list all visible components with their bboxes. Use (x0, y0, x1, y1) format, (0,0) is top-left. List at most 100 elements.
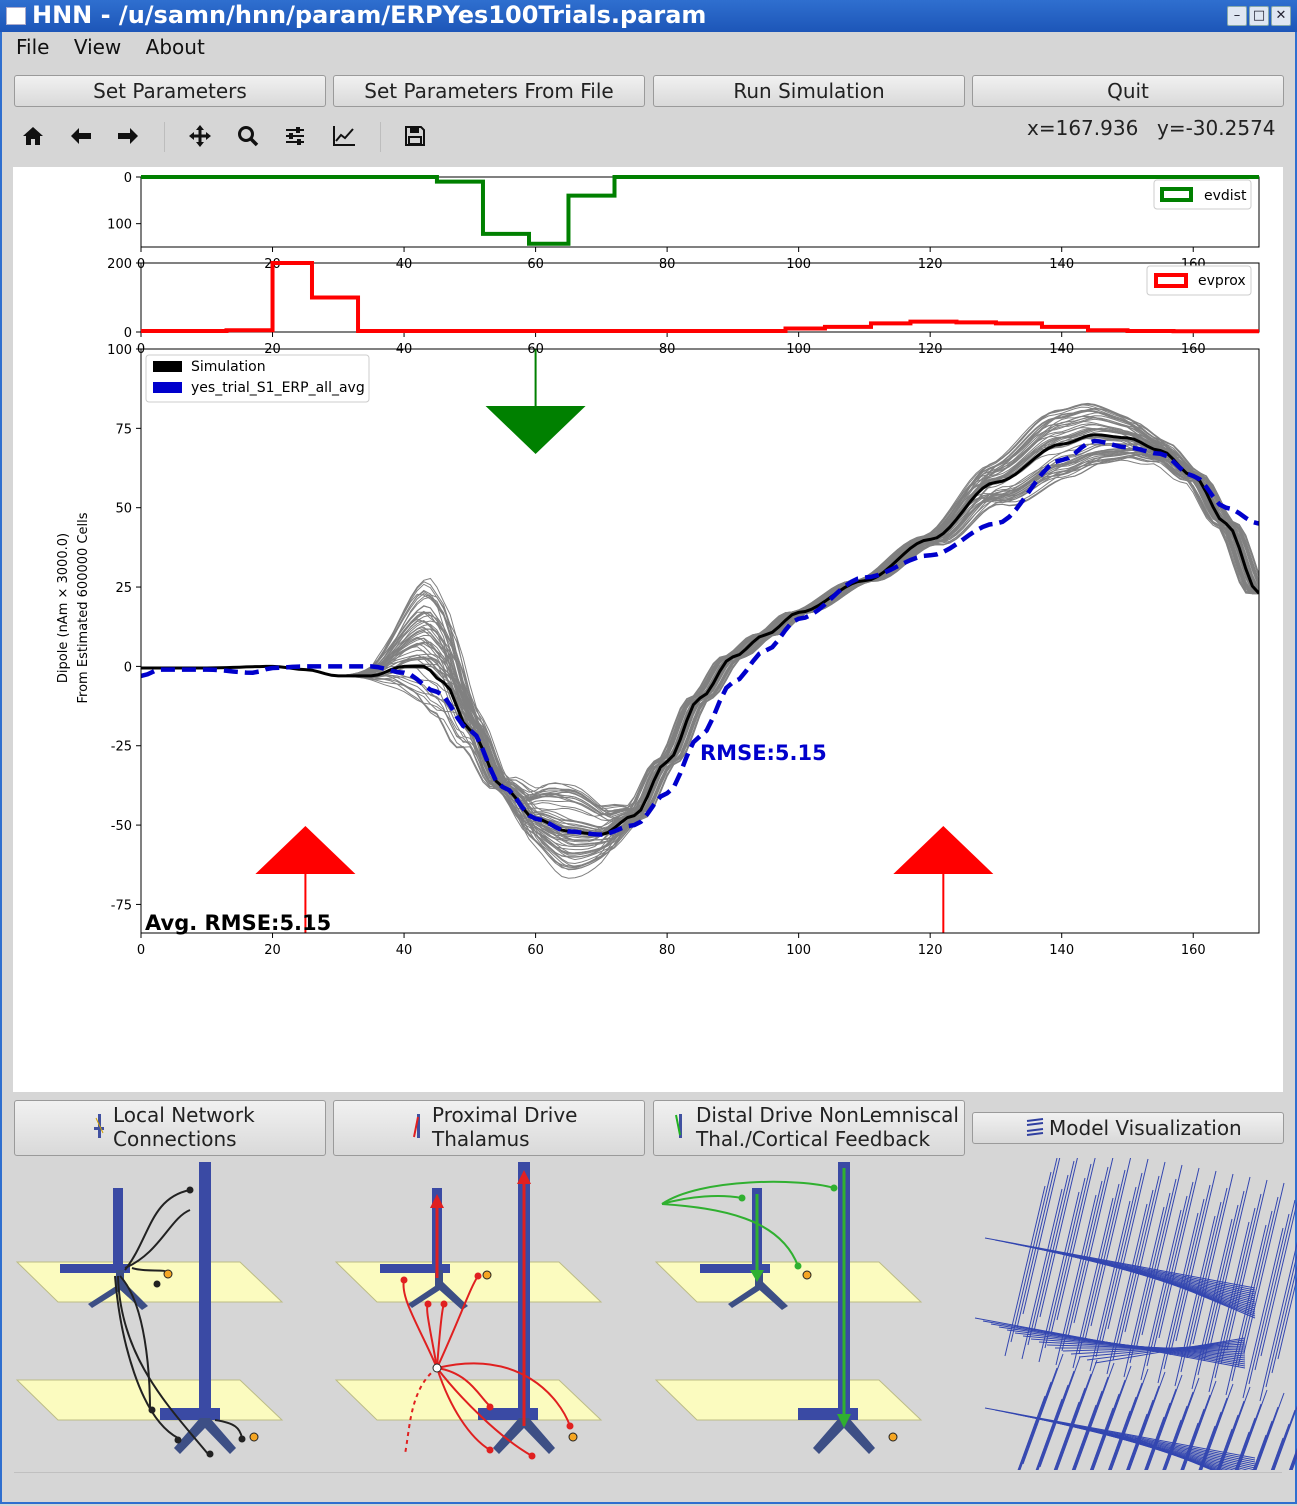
trial-trace (141, 459, 1259, 832)
set-parameters-from-file-button[interactable]: Set Parameters From File (333, 75, 645, 107)
x-tick-label: 100 (786, 257, 811, 272)
trial-trace (141, 430, 1259, 869)
model-dendrite (1089, 1407, 1114, 1470)
local-network-connections-button[interactable]: Local Network Connections (14, 1100, 326, 1156)
model-dendrite (1073, 1158, 1114, 1324)
proximal-drive-diagram (334, 1162, 603, 1460)
distal-drive-button[interactable]: Distal Drive NonLemniscal Thal./Cortical… (653, 1100, 965, 1156)
pan-icon[interactable] (182, 118, 218, 154)
trial-trace (141, 427, 1259, 842)
close-icon[interactable]: ✕ (1271, 6, 1291, 26)
model-basal-line (1078, 1341, 1246, 1358)
trial-trace (141, 444, 1259, 842)
dipole-plot-area (141, 349, 1259, 933)
evprox-histogram-axes: 0204060801001201401600200 (107, 257, 1260, 357)
trial-trace (141, 437, 1259, 858)
model-dendrite (1056, 1158, 1096, 1321)
model-dendrite (1237, 1196, 1279, 1368)
model-dendrite (1175, 1170, 1217, 1342)
x-tick-label: 0 (137, 943, 145, 958)
model-dendrite (1242, 1227, 1284, 1399)
simulation-series-line (141, 433, 1259, 837)
y-tick-label: 0 (124, 326, 132, 341)
model-dendrite (1271, 1264, 1297, 1374)
zoom-icon[interactable] (230, 118, 266, 154)
y-tick-label: 200 (107, 257, 132, 272)
window-title: HNN - /u/samn/hnn/param/ERPYes100Trials.… (32, 1, 707, 29)
svg-text:Simulation: Simulation (191, 359, 266, 375)
trial-trace (141, 449, 1259, 833)
trial-trace (141, 410, 1259, 868)
model-dendrite (1255, 1392, 1285, 1470)
back-icon[interactable] (63, 118, 99, 154)
evprox-series-line (141, 261, 1259, 334)
model-dendrite (1152, 1181, 1194, 1353)
model-dendrite (1162, 1419, 1182, 1470)
model-dendrite (1270, 1437, 1284, 1470)
model-dendrite (1033, 1160, 1075, 1332)
save-icon[interactable] (397, 118, 433, 154)
y-tick-label: 0 (124, 660, 132, 675)
model-dendrite (1035, 1398, 1063, 1470)
maximize-icon[interactable]: □ (1249, 6, 1269, 26)
model-dendrite (1163, 1198, 1205, 1370)
model-dendrite (1165, 1377, 1200, 1470)
home-icon[interactable] (15, 118, 51, 154)
model-dendrite (1214, 1207, 1256, 1379)
model-visualization-button[interactable]: Model Visualization (972, 1112, 1284, 1144)
model-dendrite (1071, 1404, 1097, 1470)
model-dendrite (1199, 1411, 1222, 1470)
plot-canvas[interactable]: 0 20 40 60 80 100 120 140 160 0 100 0 20 40 60 80 100 12… (13, 167, 1283, 1092)
x-tick-label: 60 (527, 257, 544, 272)
trial-trace (141, 451, 1259, 838)
trial-trace (141, 409, 1259, 848)
trial-trace (141, 406, 1259, 867)
set-parameters-button[interactable]: Set Parameters (14, 75, 326, 107)
model-dendrite (1118, 1175, 1160, 1347)
model-dendrite (1044, 1177, 1086, 1349)
trial-trace (141, 407, 1259, 865)
quit-button[interactable]: Quit (972, 75, 1284, 107)
svg-text:From Estimated 600000 Cells: From Estimated 600000 Cells (76, 512, 91, 703)
trial-trace (141, 415, 1259, 858)
app-icon (6, 7, 26, 25)
dipole-legend: Simulation yes_trial_S1_ERP_all_avg (145, 354, 370, 403)
model-dendrite (1243, 1182, 1285, 1354)
model-dendrite (1201, 1383, 1234, 1470)
model-basal-line (1062, 1345, 1246, 1352)
model-dendrite (1180, 1422, 1199, 1470)
model-dendrite (1090, 1393, 1120, 1470)
y-tick-label: 75 (115, 422, 132, 437)
forward-icon[interactable] (110, 118, 146, 154)
model-dendrite (1182, 1394, 1211, 1470)
model-dendrite (1108, 1410, 1131, 1470)
model-dendrite (1248, 1213, 1290, 1385)
model-dendrite (1219, 1386, 1251, 1470)
svg-text:Dipole (nAm × 3000.0): Dipole (nAm × 3000.0) (56, 533, 71, 683)
model-dendrite (1186, 1187, 1228, 1359)
menu-file[interactable]: File (16, 35, 50, 59)
proximal-drive-arrow (255, 826, 356, 874)
configure-subplots-icon[interactable] (277, 118, 313, 154)
proximal-drive-thalamus-button[interactable]: Proximal Drive Thalamus (333, 1100, 645, 1156)
menu-about[interactable]: About (145, 35, 205, 59)
trial-trace (141, 449, 1259, 822)
trial-trace (141, 447, 1259, 841)
model-dendrite (1124, 1161, 1166, 1333)
menu-view[interactable]: View (73, 35, 122, 59)
model-dendrite (1074, 1362, 1115, 1470)
y-axis-label: Dipole (nAm × 3000.0) From Estimated 600… (56, 512, 91, 703)
minimize-icon[interactable]: – (1227, 6, 1247, 26)
x-tick-label: 60 (527, 943, 544, 958)
model-dendrite (1252, 1434, 1267, 1470)
y-tick-label: 25 (115, 581, 132, 596)
dipole-axes: 0 20 40 60 80 100 120 140 160 -75 -50 -25 0 25 50 75 100 (107, 343, 1260, 958)
trial-trace (141, 418, 1259, 855)
model-dendrite (1101, 1172, 1143, 1344)
model-dendrite (1169, 1184, 1211, 1356)
edit-axis-icon[interactable] (326, 118, 362, 154)
model-dendrite (1027, 1174, 1069, 1346)
x-tick-label: 80 (659, 943, 676, 958)
run-simulation-button[interactable]: Run Simulation (653, 75, 965, 107)
model-dendrite (1174, 1215, 1216, 1387)
